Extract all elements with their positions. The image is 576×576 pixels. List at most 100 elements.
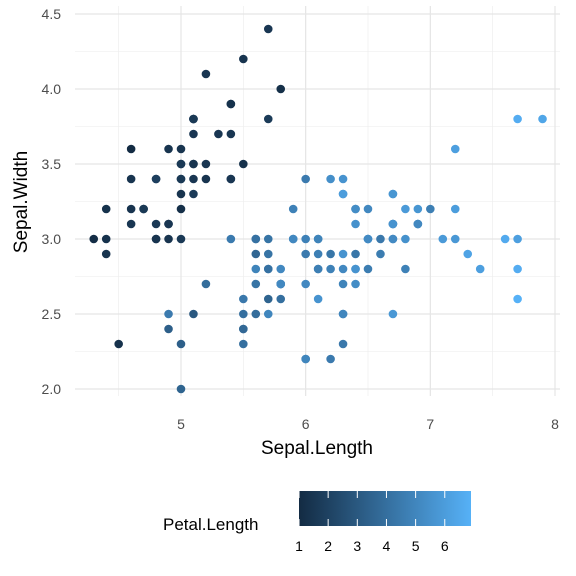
x-axis-ticks: 5 6 7 8 [177, 416, 559, 432]
data-point [513, 264, 522, 274]
y-axis-title: Sepal.Width [11, 151, 32, 253]
data-point [351, 204, 360, 214]
data-point [164, 219, 173, 229]
data-point [513, 234, 522, 244]
data-point [239, 159, 248, 169]
data-point [126, 144, 136, 154]
data-point [176, 174, 186, 184]
data-point [151, 174, 161, 184]
data-point [164, 309, 173, 319]
data-point [288, 234, 298, 244]
data-point [263, 264, 273, 274]
data-point [239, 339, 248, 349]
data-point [513, 294, 522, 304]
data-point [176, 159, 186, 169]
data-point [326, 354, 335, 364]
data-point [351, 219, 360, 229]
data-point [139, 204, 148, 214]
data-point [338, 279, 348, 289]
y-tick-label: 4.5 [42, 6, 62, 22]
colorbar-tick-label: 3 [353, 538, 361, 554]
data-point [201, 279, 211, 289]
data-point [450, 234, 460, 244]
y-tick-label: 2.5 [42, 306, 62, 322]
data-point [251, 249, 261, 259]
data-point [89, 234, 99, 244]
data-point [313, 294, 323, 304]
data-point [426, 204, 435, 214]
data-point [263, 114, 273, 124]
y-tick-label: 3.0 [42, 231, 62, 247]
data-point [326, 174, 335, 184]
y-tick-label: 3.5 [42, 156, 62, 172]
data-point [101, 234, 111, 244]
data-point [176, 234, 186, 244]
data-point [263, 234, 273, 244]
data-point [450, 144, 460, 154]
data-point [239, 294, 248, 304]
data-point [313, 234, 323, 244]
data-point [189, 159, 198, 169]
data-point [114, 339, 123, 349]
data-point [338, 174, 348, 184]
data-point [214, 129, 223, 139]
colorbar-tick-label: 1 [295, 538, 303, 554]
data-point [413, 219, 423, 229]
x-axis-title: Sepal.Length [261, 438, 373, 459]
x-tick-label: 5 [177, 416, 185, 432]
data-point [313, 249, 323, 259]
data-point [201, 69, 211, 79]
data-point [151, 219, 161, 229]
data-point [438, 234, 448, 244]
data-point [351, 249, 360, 259]
data-point [263, 309, 273, 319]
data-point [338, 264, 348, 274]
data-point [401, 264, 410, 274]
data-point [326, 249, 335, 259]
data-point [500, 234, 510, 244]
data-point [301, 249, 310, 259]
data-point [226, 129, 236, 139]
y-axis-ticks: 2.0 2.5 3.0 3.5 4.0 4.5 [42, 6, 62, 397]
data-point [263, 24, 273, 34]
data-point [301, 354, 310, 364]
data-point [251, 264, 261, 274]
data-point [189, 129, 198, 139]
data-point [126, 219, 136, 229]
data-point [226, 234, 236, 244]
data-point [388, 189, 398, 199]
data-point [251, 234, 261, 244]
data-point [363, 204, 373, 214]
data-point [401, 204, 410, 214]
data-point [513, 114, 522, 124]
data-point [164, 324, 173, 334]
data-point [388, 309, 398, 319]
data-point [276, 264, 286, 274]
data-point [189, 174, 198, 184]
data-point [338, 339, 348, 349]
data-point [226, 174, 236, 184]
y-tick-label: 2.0 [42, 381, 62, 397]
data-point [176, 144, 186, 154]
data-point [363, 234, 373, 244]
data-point [189, 114, 198, 124]
data-point [338, 309, 348, 319]
data-point [201, 159, 211, 169]
data-point [301, 234, 310, 244]
data-point [176, 204, 186, 214]
colorbar-ticks: 1 2 3 4 5 6 [295, 491, 449, 554]
data-point [189, 309, 198, 319]
data-point [450, 204, 460, 214]
data-point [401, 234, 410, 244]
data-point [338, 249, 348, 259]
data-point [388, 234, 398, 244]
data-point [338, 189, 348, 199]
data-point [363, 264, 373, 274]
data-point [176, 189, 186, 199]
data-point [101, 204, 111, 214]
x-tick-label: 7 [426, 416, 434, 432]
grid [75, 6, 560, 396]
points-layer [89, 24, 547, 394]
data-point [251, 309, 261, 319]
